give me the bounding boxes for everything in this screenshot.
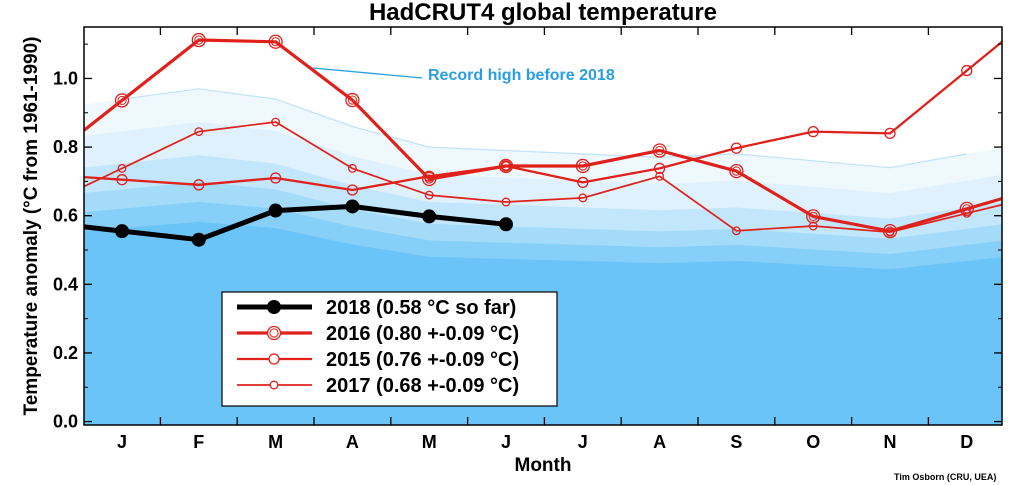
data-point-inner: [194, 35, 204, 45]
data-point-inner: [117, 95, 127, 106]
y-tick-label: 0.4: [53, 274, 78, 294]
data-point: [423, 170, 435, 182]
data-point: [498, 158, 514, 174]
series-layer: [84, 32, 1002, 247]
x-tick-label: N: [884, 432, 897, 452]
data-point: [730, 142, 743, 154]
legend-marker: [267, 300, 281, 314]
x-axis-label: Month: [515, 455, 572, 476]
record-high-path: [121, 88, 967, 169]
data-point: [346, 184, 359, 196]
data-point: [577, 176, 589, 189]
data-point: [268, 203, 283, 218]
data-point: [194, 127, 204, 137]
x-tick-label: J: [501, 432, 511, 452]
legend-label: 2018 (0.58 °C so far): [326, 297, 516, 319]
data-point: [575, 158, 590, 174]
data-point: [808, 221, 818, 231]
x-tick-label: F: [193, 432, 204, 452]
data-point: [347, 163, 357, 173]
y-axis-label: Temperature anomaly (°C from 1961-1990): [21, 37, 42, 416]
data-point-inner: [655, 145, 665, 156]
data-point: [345, 199, 360, 214]
data-point: [117, 163, 127, 173]
legend: 2018 (0.58 °C so far) 2016 (0.80 +-0.09 °…: [221, 291, 558, 407]
legend-marker: [269, 380, 279, 390]
legend-marker-inner: [269, 328, 279, 338]
data-point: [268, 34, 283, 49]
data-point: [807, 125, 819, 138]
data-point: [422, 209, 437, 224]
data-point: [731, 226, 741, 236]
series-0: [84, 199, 513, 247]
plot-frame: [83, 26, 1003, 426]
data-point-inner: [347, 95, 357, 105]
data-point: [959, 201, 974, 216]
data-point: [653, 162, 666, 175]
data-point-inner: [501, 161, 511, 171]
y-tick-label: 0.6: [53, 206, 78, 226]
x-tick-label: J: [578, 432, 588, 452]
data-point: [191, 232, 206, 247]
data-point: [499, 217, 513, 232]
record-high-line: [121, 88, 967, 169]
data-point-inner: [885, 226, 895, 236]
data-point-inner: [424, 174, 434, 184]
credit-text: Tim Osborn (CRU, UEA): [894, 472, 996, 482]
series-line: [84, 38, 1002, 233]
data-point: [655, 171, 665, 181]
y-tick-label: 0.2: [53, 343, 78, 363]
data-point: [882, 223, 898, 239]
x-tick-label: M: [268, 432, 283, 452]
data-point: [114, 93, 130, 108]
data-point: [115, 224, 129, 239]
data-point: [884, 127, 896, 140]
data-point-inner: [578, 161, 588, 171]
data-point-inner: [731, 166, 742, 176]
data-point: [422, 171, 437, 187]
legend-marker: [268, 353, 280, 365]
x-tick-label: O: [806, 432, 820, 452]
data-point-inner: [962, 204, 972, 214]
data-point: [193, 179, 205, 191]
annotation-pointer: [312, 67, 423, 79]
data-point: [961, 64, 973, 77]
data-point: [271, 117, 281, 127]
y-tick-label: 0.8: [53, 137, 78, 157]
data-point: [191, 32, 206, 48]
record-high-annotation: Record high before 2018: [428, 67, 615, 84]
series-1: [84, 32, 1002, 239]
data-point: [345, 92, 360, 108]
series-line: [84, 40, 1002, 192]
y-tick-label: 1.0: [53, 68, 78, 88]
y-tick-label: 0.0: [53, 412, 78, 432]
data-point: [729, 163, 744, 179]
data-point-inner: [808, 211, 818, 221]
x-tick-label: J: [117, 432, 127, 452]
y-axis: 0.0 0.2 0.4 0.6 0.8 1.0: [53, 43, 1002, 432]
data-point: [116, 174, 128, 186]
legend-items: 2018 (0.58 °C so far) 2016 (0.80 +-0.09 °…: [237, 297, 519, 397]
legend-label: 2015 (0.76 +-0.09 °C): [326, 349, 519, 371]
x-tick-label: A: [653, 432, 666, 452]
x-tick-label: M: [422, 432, 437, 452]
data-point: [424, 190, 434, 200]
x-tick-label: S: [730, 432, 742, 452]
data-point-inner: [271, 37, 281, 47]
data-point: [578, 193, 588, 203]
x-tick-label: A: [346, 432, 359, 452]
legend-label: 2016 (0.80 +-0.09 °C): [326, 323, 519, 345]
data-point: [269, 172, 282, 184]
data-point: [501, 197, 511, 207]
legend-label: 2017 (0.68 +-0.09 °C): [326, 375, 519, 397]
data-point: [806, 209, 821, 224]
x-tick-label: D: [960, 432, 973, 452]
series-line: [84, 121, 1002, 234]
chart-title: HadCRUT4 global temperature: [369, 0, 717, 26]
data-point: [652, 143, 667, 158]
